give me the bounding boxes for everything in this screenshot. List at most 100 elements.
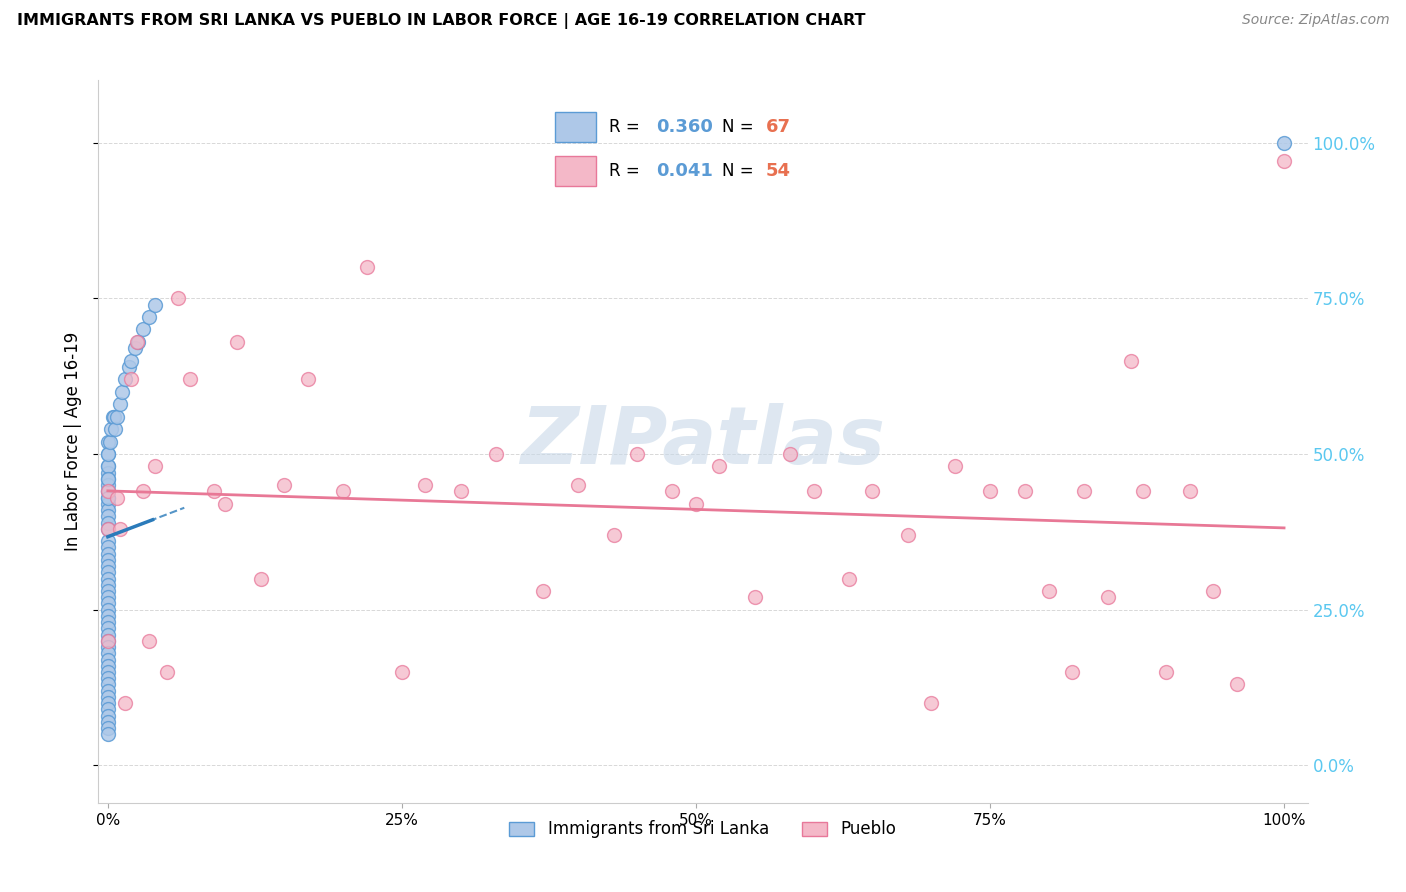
Point: [97, 572, 120, 586]
Point: [97, 484, 120, 499]
Point: [97, 633, 120, 648]
Point: [1097, 591, 1119, 605]
Point: [108, 397, 131, 411]
Point: [626, 447, 648, 461]
Point: [97, 491, 120, 505]
Point: [97, 522, 120, 536]
Point: [124, 341, 146, 355]
Point: [114, 372, 136, 386]
Point: [97, 640, 120, 654]
Point: [127, 334, 149, 349]
Point: [97, 671, 120, 685]
Point: [97, 503, 120, 517]
Point: [97, 615, 120, 630]
Point: [97, 708, 120, 723]
Point: [97, 447, 120, 461]
Point: [97, 597, 120, 611]
Point: [567, 478, 589, 492]
Point: [97, 677, 120, 691]
Point: [120, 372, 142, 386]
Point: [97, 484, 120, 499]
Point: [98, 434, 121, 449]
Point: [97, 478, 120, 492]
Point: [97, 696, 120, 710]
Point: [1272, 136, 1295, 150]
Point: [118, 359, 141, 374]
Point: [97, 509, 120, 524]
Point: [97, 652, 120, 666]
Point: [111, 384, 134, 399]
Point: [838, 572, 860, 586]
Y-axis label: In Labor Force | Age 16-19: In Labor Force | Age 16-19: [65, 332, 83, 551]
Point: [1226, 677, 1249, 691]
Point: [97, 727, 120, 741]
Legend: Immigrants from Sri Lanka, Pueblo: Immigrants from Sri Lanka, Pueblo: [503, 814, 903, 845]
Point: [97, 497, 120, 511]
Point: [602, 528, 624, 542]
Point: [332, 484, 354, 499]
Point: [943, 459, 966, 474]
Point: [97, 559, 120, 574]
Point: [138, 633, 160, 648]
Point: [97, 541, 120, 555]
Point: [485, 447, 508, 461]
Point: [1014, 484, 1036, 499]
Point: [104, 422, 127, 436]
Point: [744, 591, 766, 605]
Point: [1156, 665, 1178, 679]
Point: [97, 447, 120, 461]
Point: [138, 310, 160, 324]
Point: [97, 665, 120, 679]
Point: [920, 696, 942, 710]
Point: [127, 334, 149, 349]
Point: [97, 472, 120, 486]
Point: [97, 633, 120, 648]
Point: [273, 478, 295, 492]
Point: [105, 409, 128, 424]
Point: [108, 522, 131, 536]
Point: [97, 603, 120, 617]
Text: IMMIGRANTS FROM SRI LANKA VS PUEBLO IN LABOR FORCE | AGE 16-19 CORRELATION CHART: IMMIGRANTS FROM SRI LANKA VS PUEBLO IN L…: [17, 13, 865, 29]
Point: [97, 522, 120, 536]
Point: [97, 534, 120, 549]
Point: [97, 714, 120, 729]
Point: [143, 297, 166, 311]
Point: [297, 372, 319, 386]
Point: [1073, 484, 1095, 499]
Point: [103, 409, 125, 424]
Point: [97, 621, 120, 635]
Point: [779, 447, 801, 461]
Point: [202, 484, 225, 499]
Point: [531, 584, 554, 599]
Point: [1062, 665, 1084, 679]
Point: [97, 459, 120, 474]
Point: [97, 466, 120, 480]
Point: [97, 609, 120, 624]
Point: [101, 409, 124, 424]
Point: [897, 528, 920, 542]
Point: [97, 472, 120, 486]
Point: [105, 491, 128, 505]
Point: [249, 572, 271, 586]
Point: [1038, 584, 1060, 599]
Point: [214, 497, 236, 511]
Point: [97, 690, 120, 704]
Point: [1272, 154, 1295, 169]
Point: [709, 459, 731, 474]
Point: [391, 665, 413, 679]
Point: [97, 721, 120, 735]
Point: [415, 478, 437, 492]
Point: [132, 484, 155, 499]
Point: [179, 372, 201, 386]
Point: [97, 683, 120, 698]
Point: [356, 260, 378, 274]
Point: [97, 566, 120, 580]
Point: [97, 553, 120, 567]
Point: [120, 353, 142, 368]
Text: ZIPatlas: ZIPatlas: [520, 402, 886, 481]
Point: [97, 584, 120, 599]
Point: [450, 484, 472, 499]
Point: [114, 696, 136, 710]
Point: [97, 578, 120, 592]
Point: [1121, 353, 1143, 368]
